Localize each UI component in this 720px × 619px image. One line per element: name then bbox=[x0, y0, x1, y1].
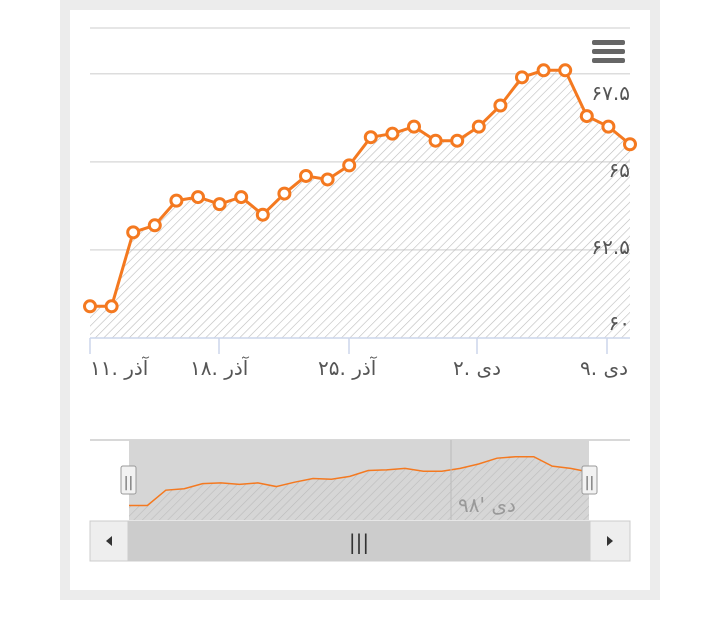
data-point[interactable] bbox=[579, 109, 594, 124]
data-point[interactable] bbox=[385, 126, 400, 141]
data-point[interactable] bbox=[407, 119, 421, 134]
data-point[interactable] bbox=[450, 133, 465, 148]
y-tick-label: ۶۲.۵ bbox=[591, 235, 630, 259]
navigator-right-handle-grip: || bbox=[585, 475, 594, 491]
data-point[interactable] bbox=[342, 158, 357, 173]
navigator-right-handle[interactable]: || bbox=[581, 465, 598, 495]
navigator-left-handle-grip: || bbox=[124, 475, 133, 491]
data-point[interactable] bbox=[515, 70, 529, 85]
triangle-left-icon bbox=[106, 536, 112, 546]
data-point[interactable] bbox=[536, 63, 551, 78]
hamburger-menu-icon bbox=[592, 40, 625, 63]
data-point[interactable] bbox=[277, 186, 292, 201]
data-point[interactable] bbox=[471, 119, 486, 134]
menu-button[interactable] bbox=[588, 36, 628, 68]
series-area-fill bbox=[90, 70, 630, 338]
data-point[interactable] bbox=[126, 225, 141, 240]
data-point[interactable] bbox=[191, 190, 205, 205]
series-markers[interactable] bbox=[83, 63, 637, 314]
scrollbar[interactable]: ||| bbox=[89, 520, 631, 562]
scrollbar-grip: ||| bbox=[349, 530, 369, 554]
navigator-line bbox=[129, 455, 590, 507]
navigator[interactable]: ۹۸' دی || || bbox=[90, 439, 630, 520]
data-point[interactable] bbox=[147, 218, 162, 233]
navigator-left-handle[interactable]: || bbox=[120, 465, 137, 495]
y-tick-label: ۶۵ bbox=[609, 158, 630, 182]
data-point[interactable] bbox=[428, 133, 443, 148]
data-point[interactable] bbox=[255, 207, 270, 222]
data-point[interactable] bbox=[493, 98, 508, 113]
navigator-area bbox=[129, 456, 589, 520]
y-tick-label: ۶۰ bbox=[609, 311, 630, 335]
data-point[interactable] bbox=[83, 299, 97, 314]
scroll-left-button[interactable] bbox=[89, 520, 129, 562]
x-tick-label: ۹. دی bbox=[580, 356, 628, 380]
data-point[interactable] bbox=[623, 137, 637, 152]
scroll-right-button[interactable] bbox=[589, 520, 631, 562]
y-axis-labels: ۶۰ ۶۲.۵ ۶۵ ۶۷.۵ bbox=[591, 81, 630, 335]
data-point[interactable] bbox=[104, 299, 119, 314]
data-point[interactable] bbox=[169, 193, 184, 208]
data-point[interactable] bbox=[212, 197, 227, 212]
x-tick-label: ۲. دی bbox=[453, 356, 501, 380]
data-point[interactable] bbox=[558, 63, 573, 78]
navigator-series bbox=[129, 455, 590, 520]
x-tick-label: ۲۵. آذر bbox=[318, 355, 378, 380]
y-tick-label: ۶۷.۵ bbox=[591, 81, 630, 105]
data-point[interactable] bbox=[320, 172, 335, 187]
series-area bbox=[90, 70, 630, 338]
navigator-tick-label: ۹۸' دی bbox=[458, 493, 516, 517]
data-point[interactable] bbox=[299, 168, 313, 183]
triangle-right-icon bbox=[607, 536, 613, 546]
scrollbar-thumb[interactable] bbox=[128, 521, 590, 561]
data-point[interactable] bbox=[363, 130, 378, 145]
data-point[interactable] bbox=[234, 190, 249, 205]
x-axis-labels: ۱۱. آذر ۱۸. آذر ۲۵. آذر ۲. دی ۹. دی bbox=[89, 338, 628, 380]
x-tick-label: ۱۱. آذر bbox=[90, 355, 150, 380]
data-point[interactable] bbox=[601, 119, 616, 134]
x-tick-label: ۱۸. آذر bbox=[190, 355, 250, 380]
